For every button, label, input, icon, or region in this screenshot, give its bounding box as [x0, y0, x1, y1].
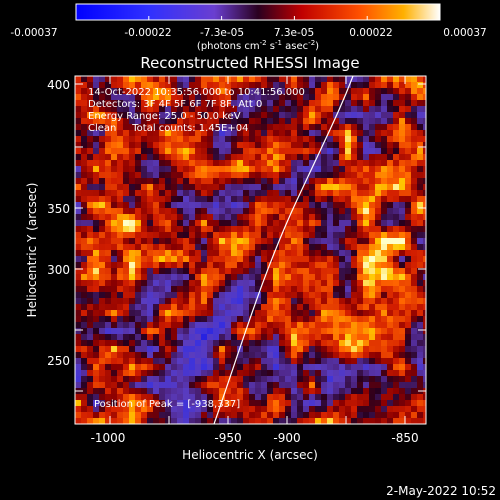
- y-axis-label: Heliocentric Y (arcsec): [25, 183, 39, 318]
- x-tick-label: -850: [391, 431, 418, 445]
- colorbar-tick-label: -7.3e-05: [200, 27, 244, 39]
- x-axis-label: Heliocentric X (arcsec): [182, 448, 318, 462]
- method-annotation: Clean Total counts: 1.45E+04: [88, 123, 248, 134]
- energy-range-annotation: Energy Range: 25.0 - 50.0 keV: [88, 111, 241, 122]
- plot-frame: [74, 75, 427, 425]
- plot-title: Reconstructed RHESSI Image: [140, 54, 359, 72]
- y-tick-label: 250: [47, 354, 70, 368]
- date-stamp: 2-May-2022 10:52: [386, 484, 496, 498]
- colorbar-tick-label: 0.00022: [349, 27, 392, 39]
- colorbar: [75, 3, 441, 21]
- time-range-annotation: 14-Oct-2022 10:35:56.000 to 10:41:56.000: [88, 87, 305, 98]
- colorbar-tick-label: 0.00037: [443, 27, 486, 39]
- colorbar-unit-label: (photons cm-2 s-1 asec-2): [197, 39, 319, 52]
- y-axis-ticks: [75, 83, 426, 392]
- detectors-annotation: Detectors: 3F 4F 5F 6F 7F 8F, Att 0: [88, 99, 262, 110]
- x-tick-label: -900: [273, 431, 300, 445]
- colorbar-tick-label: -0.00037: [10, 27, 57, 39]
- x-axis-ticks: [109, 76, 406, 424]
- colorbar-tick-marks: [75, 16, 441, 20]
- colorbar-tick-label: -0.00022: [124, 27, 171, 39]
- y-tick-label: 400: [47, 78, 70, 92]
- x-tick-label: -1000: [91, 431, 126, 445]
- heatmap-image: [75, 76, 426, 424]
- solar-limb-line: [213, 76, 354, 424]
- y-tick-label: 350: [47, 202, 70, 216]
- colorbar-tick-label: 7.3e-05: [274, 27, 314, 39]
- peak-position-annotation: Position of Peak = [-938,337]: [94, 399, 240, 410]
- x-tick-label: -950: [214, 431, 241, 445]
- y-tick-label: 300: [47, 263, 70, 277]
